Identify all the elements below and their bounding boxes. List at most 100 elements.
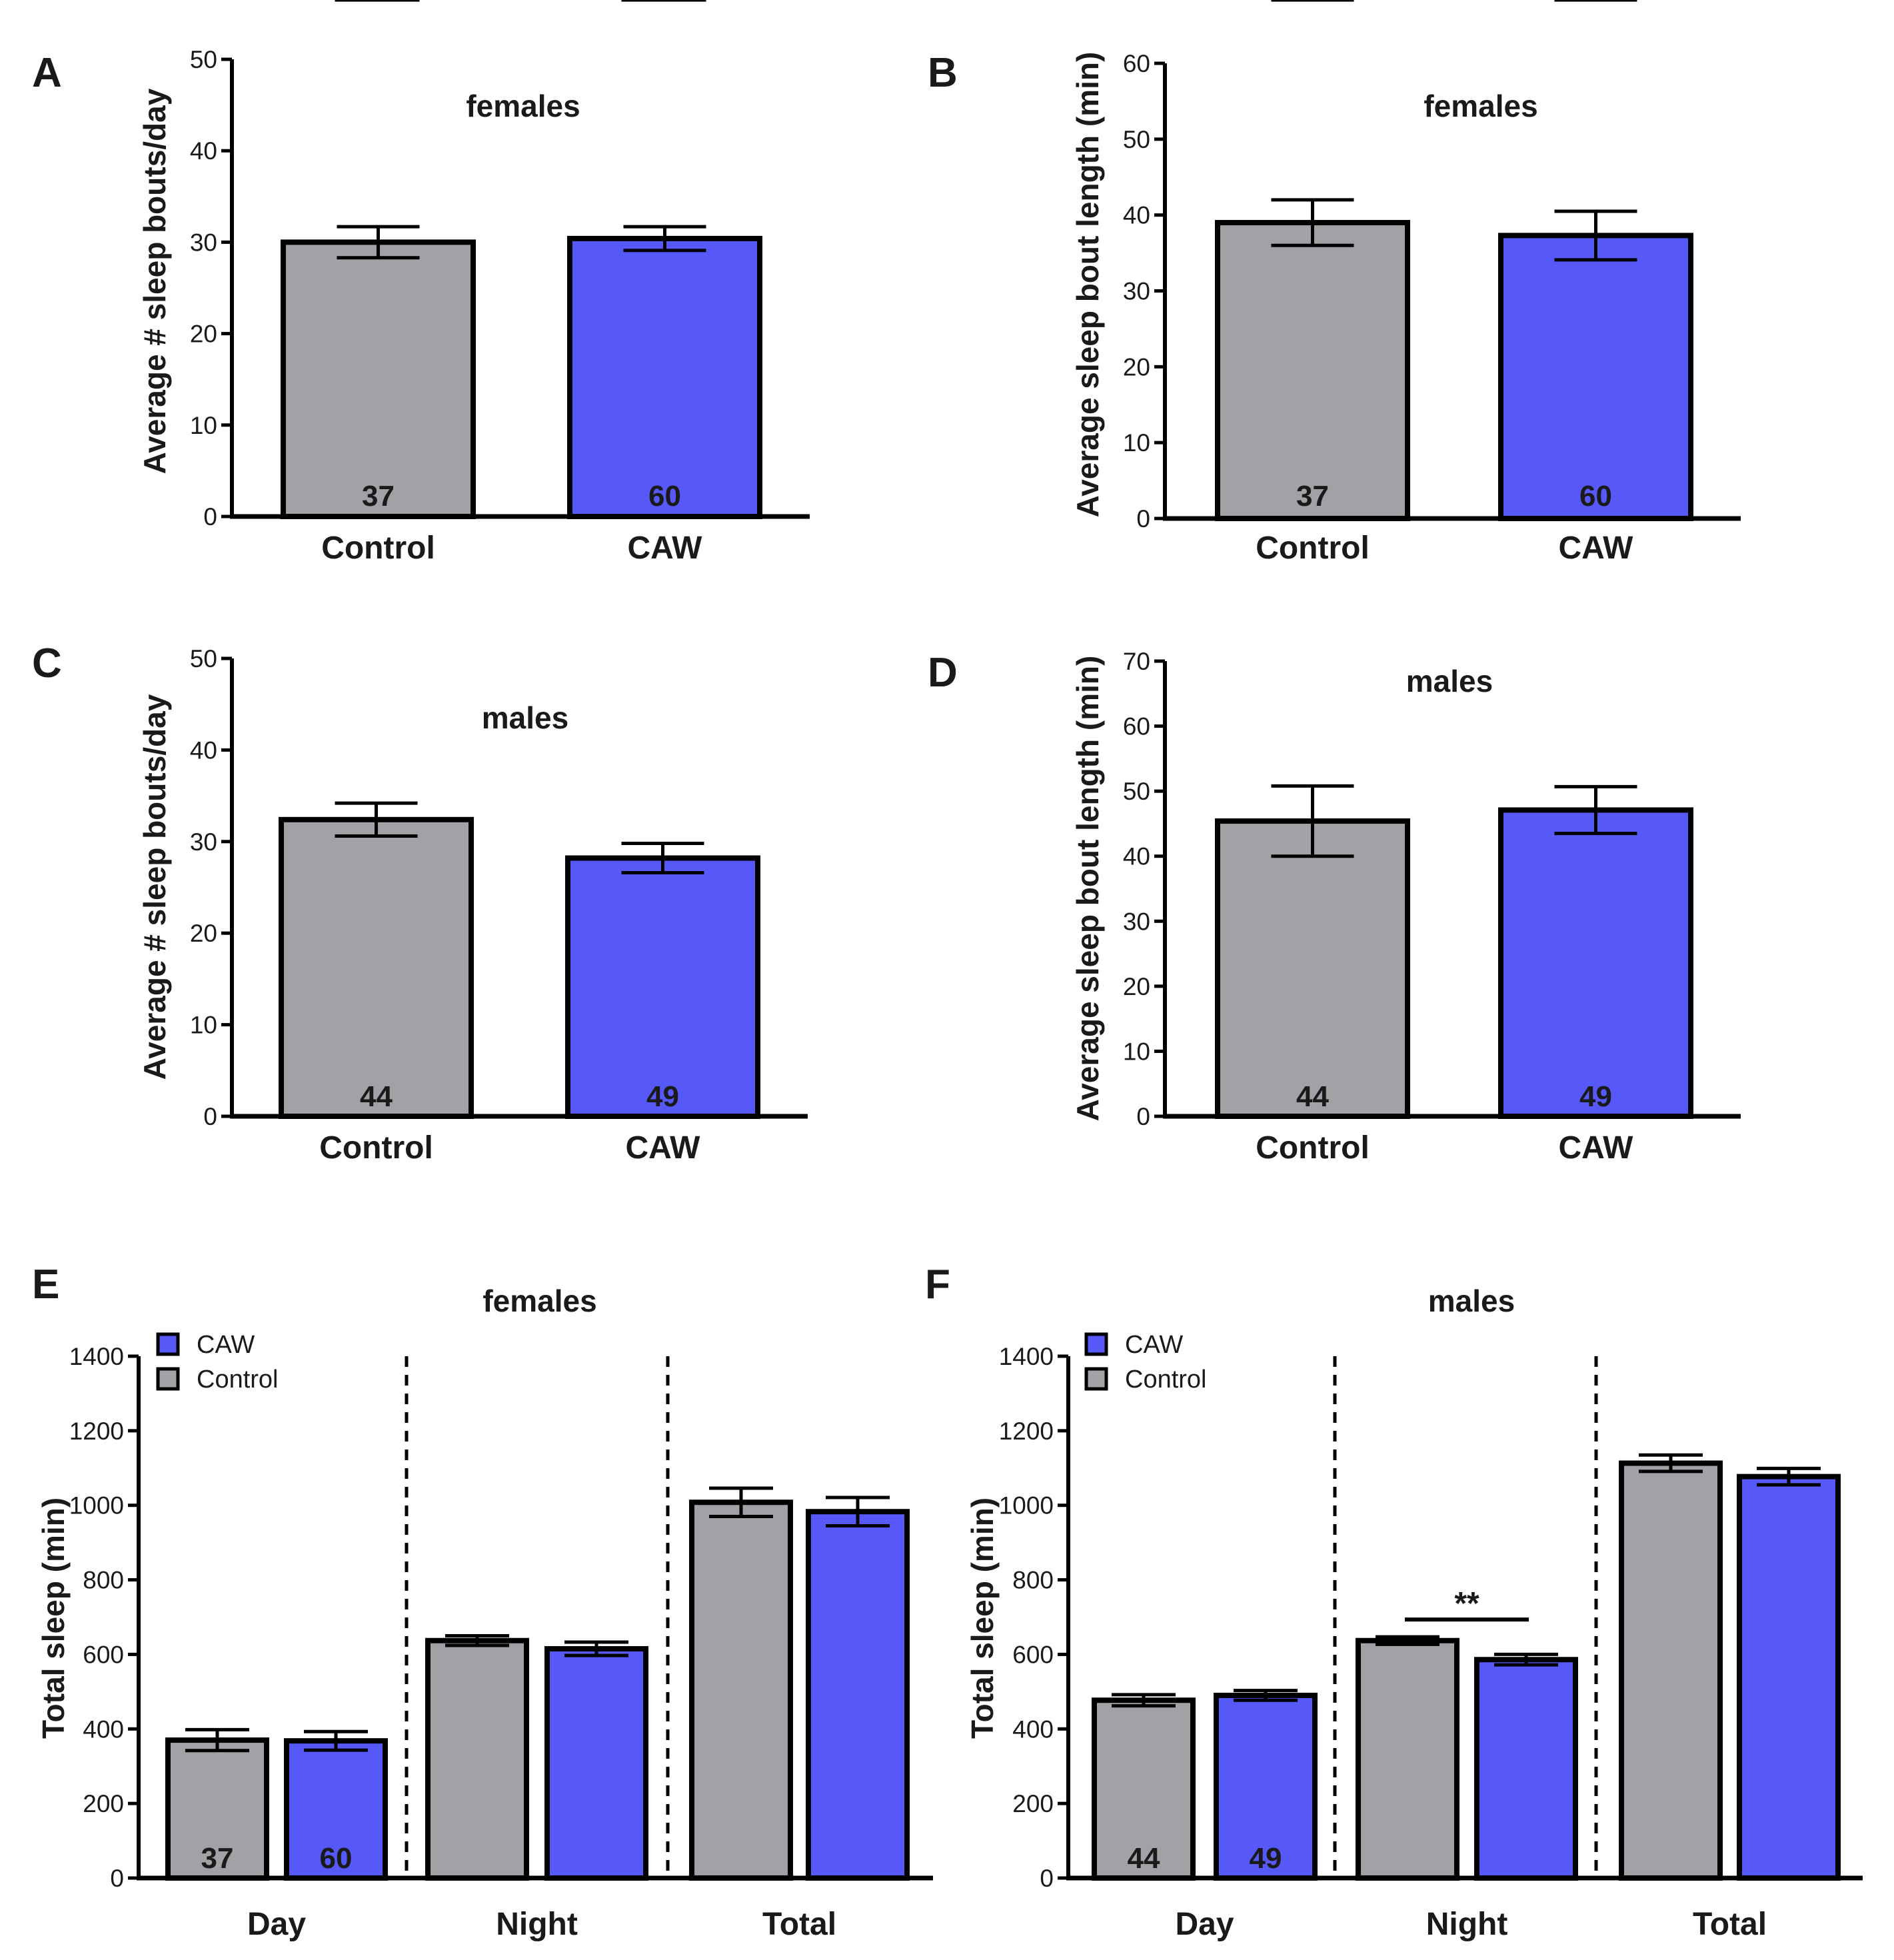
x-tick-label: Night bbox=[1426, 1907, 1508, 1942]
y-axis-label: Average sleep bout length (min) bbox=[1070, 52, 1105, 518]
bar-control-control bbox=[1215, 220, 1410, 521]
legend: CAW Control bbox=[156, 1331, 279, 1394]
x-tick-label: CAW bbox=[628, 530, 703, 566]
error-bar bbox=[1554, 784, 1637, 836]
y-tick-label: 0 bbox=[110, 1865, 124, 1892]
error-bar bbox=[1639, 1453, 1703, 1473]
y-tick-label: 0 bbox=[1040, 1865, 1054, 1892]
error-bar bbox=[709, 1486, 773, 1518]
sample-size-label: 44 bbox=[360, 1080, 393, 1113]
y-tick-label: 1400 bbox=[69, 1343, 124, 1370]
x-tick-label: Total bbox=[1693, 1907, 1767, 1942]
panel-letter: F bbox=[925, 1262, 950, 1308]
y-axis-label: Total sleep (min) bbox=[36, 1497, 71, 1739]
panel-title: females bbox=[1423, 89, 1537, 123]
sample-size-label: 37 bbox=[362, 480, 395, 512]
bar-control-night bbox=[425, 1637, 529, 1881]
x-tick-label: CAW bbox=[1559, 1130, 1634, 1166]
error-bar bbox=[445, 1633, 509, 1647]
y-tick-label: 60 bbox=[1123, 713, 1150, 740]
error-bar bbox=[1376, 1635, 1439, 1646]
sample-size-label: 49 bbox=[1250, 1842, 1282, 1875]
y-tick-label: 0 bbox=[1136, 505, 1150, 532]
x-tick-label: Day bbox=[1175, 1907, 1234, 1942]
error-bar bbox=[304, 1729, 368, 1752]
y-tick-label: 10 bbox=[1123, 1038, 1150, 1065]
y-tick-label: 1000 bbox=[999, 1492, 1054, 1519]
y-tick-label: 0 bbox=[1136, 1103, 1150, 1130]
bar-caw-night bbox=[1474, 1657, 1578, 1881]
panel-title: females bbox=[466, 89, 580, 123]
error-bar bbox=[1494, 1652, 1558, 1667]
y-tick-label: 50 bbox=[190, 645, 217, 672]
x-tick-label: CAW bbox=[1559, 530, 1634, 566]
sample-size-label: 49 bbox=[646, 1080, 679, 1113]
legend-swatch-control bbox=[156, 1367, 180, 1391]
y-tick-label: 40 bbox=[1123, 202, 1150, 229]
y-tick-label: 200 bbox=[1012, 1790, 1054, 1817]
y-tick-label: 40 bbox=[1123, 843, 1150, 870]
bar-caw-total bbox=[1737, 1473, 1841, 1881]
y-tick-label: 0 bbox=[203, 503, 217, 530]
y-tick-label: 30 bbox=[190, 229, 217, 256]
y-tick-label: 20 bbox=[1123, 353, 1150, 381]
legend-label: CAW bbox=[1125, 1331, 1183, 1359]
panel-title: males bbox=[1406, 664, 1493, 698]
error-bar bbox=[1271, 198, 1354, 247]
bar-caw-night bbox=[544, 1646, 648, 1881]
bar-caw-control bbox=[565, 855, 760, 1119]
legend-swatch-control bbox=[1084, 1367, 1108, 1391]
y-tick-label: 40 bbox=[190, 736, 217, 764]
y-tick-label: 50 bbox=[190, 46, 217, 73]
x-tick-label: Control bbox=[321, 530, 435, 566]
error-bar bbox=[623, 225, 706, 253]
error-bar bbox=[335, 801, 418, 838]
y-tick-label: 60 bbox=[1123, 50, 1150, 77]
x-tick-label: Control bbox=[319, 1130, 433, 1166]
sample-size-label: 60 bbox=[648, 480, 681, 512]
error-bar bbox=[1757, 1466, 1821, 1487]
bar-control-control bbox=[281, 239, 476, 519]
panel-letter: B bbox=[928, 50, 958, 96]
y-tick-label: 20 bbox=[1123, 973, 1150, 1000]
x-tick-label: Control bbox=[1256, 530, 1370, 566]
panel-title: males bbox=[482, 700, 568, 735]
y-tick-label: 400 bbox=[83, 1715, 124, 1743]
bar-caw-control bbox=[1498, 807, 1693, 1120]
x-tick-label: Control bbox=[1256, 1130, 1370, 1166]
legend-label: Control bbox=[1125, 1366, 1207, 1394]
error-bar bbox=[1554, 209, 1637, 262]
sample-size-label: 60 bbox=[320, 1842, 353, 1875]
x-tick-label: CAW bbox=[626, 1130, 701, 1166]
significance-label: ** bbox=[1454, 1586, 1479, 1621]
bar-caw-control bbox=[1498, 233, 1693, 521]
y-tick-label: 200 bbox=[83, 1790, 124, 1817]
bar-caw-control bbox=[567, 235, 762, 519]
sample-size-label: 37 bbox=[1296, 480, 1329, 512]
panel-title: females bbox=[482, 1284, 596, 1318]
error-bar bbox=[337, 225, 420, 260]
y-tick-label: 30 bbox=[1123, 908, 1150, 935]
panel-letter: E bbox=[32, 1262, 59, 1308]
y-tick-label: 30 bbox=[190, 828, 217, 856]
bar-control-total bbox=[689, 1499, 793, 1881]
y-tick-label: 50 bbox=[1123, 778, 1150, 805]
y-tick-label: 20 bbox=[190, 321, 217, 348]
sample-size-label: 60 bbox=[1579, 480, 1612, 512]
sample-size-label: 49 bbox=[1579, 1080, 1612, 1113]
bar-control-total bbox=[1619, 1460, 1723, 1881]
sample-size-label: 44 bbox=[1128, 1842, 1160, 1875]
error-bar bbox=[826, 1495, 890, 1527]
x-tick-label: Day bbox=[247, 1907, 306, 1942]
y-tick-label: 1000 bbox=[69, 1492, 124, 1519]
y-axis-label: Average sleep bout length (min) bbox=[1070, 656, 1105, 1122]
y-tick-label: 30 bbox=[1123, 278, 1150, 305]
legend-label: CAW bbox=[197, 1331, 255, 1359]
y-tick-label: 1400 bbox=[999, 1343, 1054, 1370]
y-tick-label: 600 bbox=[83, 1641, 124, 1668]
panel-title: males bbox=[1428, 1284, 1515, 1318]
panel-letter: C bbox=[32, 640, 62, 686]
